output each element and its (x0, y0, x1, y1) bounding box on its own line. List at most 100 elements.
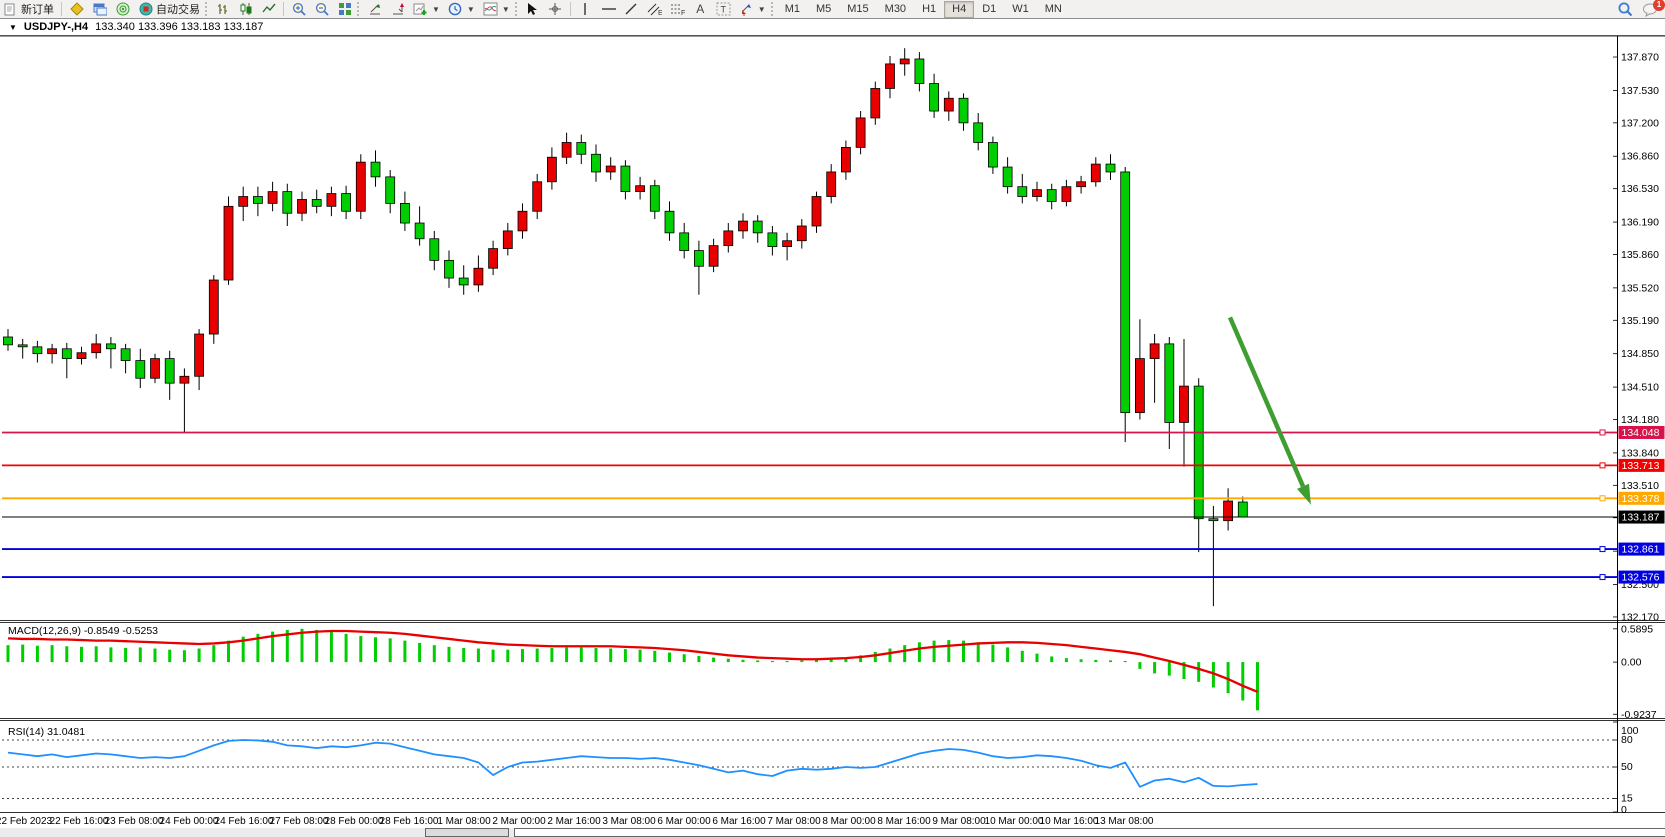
chart-shift-button[interactable] (363, 1, 386, 18)
zoom-in-icon (291, 2, 306, 17)
candle-body (1164, 343, 1175, 423)
candle-body (282, 191, 293, 214)
signals-button[interactable] (111, 1, 134, 18)
candle-body (414, 222, 425, 240)
tile-windows-button[interactable] (333, 1, 356, 18)
line-anchor-handle[interactable] (1599, 462, 1606, 469)
line-anchor-handle[interactable] (1599, 574, 1606, 581)
macd-bar (932, 640, 936, 663)
timeframe-D1[interactable]: D1 (982, 3, 997, 15)
line-anchor-handle[interactable] (1599, 546, 1606, 553)
macd-bar (1020, 650, 1024, 663)
line-chart-button[interactable] (257, 1, 280, 18)
text-label-button[interactable]: T (712, 1, 735, 18)
candle-body (605, 165, 616, 173)
autotrading-button[interactable]: 自动交易 (134, 1, 204, 18)
time-tick-label: 8 Mar 00:00 (822, 816, 876, 827)
macd-bar (506, 649, 510, 663)
text-icon: A (696, 2, 705, 16)
candle-body (76, 352, 87, 359)
quote-collapse-icon[interactable]: ▼ (9, 22, 17, 32)
macd-bar (991, 644, 995, 663)
periods-dropdown[interactable]: ▼ (444, 1, 479, 18)
charts-window-button[interactable] (88, 1, 111, 18)
time-tick-label: 6 Mar 00:00 (657, 816, 711, 827)
price-tick-label: 135.190 (1621, 315, 1659, 327)
zoom-in-button[interactable] (287, 1, 310, 18)
candle-body (370, 161, 381, 178)
candle-body (32, 346, 43, 355)
new-chart-dropdown[interactable]: ▼ (409, 1, 444, 18)
zoom-out-button[interactable] (310, 1, 333, 18)
candle-body (679, 232, 690, 251)
indicators-dropdown[interactable]: ▼ (479, 1, 514, 18)
macd-label: MACD(12,26,9) -0.8549 -0.5253 (8, 625, 158, 637)
timeframe-M30[interactable]: M30 (884, 3, 907, 15)
candle-body (635, 185, 645, 193)
timeframe-MN[interactable]: MN (1044, 3, 1062, 15)
macd-bar (315, 629, 319, 663)
timeframe-H4[interactable]: H4 (944, 0, 975, 18)
candle-body (1105, 163, 1116, 173)
chart-autoscroll-button[interactable] (386, 1, 409, 18)
price-tick-label: 136.530 (1621, 183, 1659, 195)
timeframe-M1[interactable]: M1 (784, 3, 800, 15)
trendline-button[interactable] (620, 1, 643, 18)
candle-body (502, 230, 513, 249)
text-button[interactable]: A (689, 1, 712, 18)
timeframe-H1[interactable]: H1 (922, 3, 937, 15)
macd-bar (550, 647, 554, 663)
candles-layer (3, 48, 1248, 607)
chart-autoscroll-icon (390, 2, 405, 17)
candle-body (532, 181, 543, 212)
dock-handle[interactable] (425, 828, 509, 837)
trend-arrow-annotation[interactable] (1227, 316, 1311, 505)
metaeditor-button[interactable] (65, 1, 88, 18)
fibonacci-button[interactable]: F (666, 1, 689, 18)
chat-button[interactable]: 1 (1642, 0, 1665, 17)
toolbar-separator (61, 2, 62, 16)
macd-bar (418, 642, 422, 663)
timeframe-W1[interactable]: W1 (1012, 3, 1029, 15)
macd-bar (403, 640, 407, 663)
svg-text:133.378: 133.378 (1622, 493, 1660, 505)
candle-body (429, 238, 440, 261)
new-order-button[interactable]: 新订单 (17, 1, 58, 18)
price-axis: 137.870 137.530 137.200 136.860 136.530 136.1… (1613, 52, 1659, 623)
candle-body (1017, 186, 1028, 197)
search-icon[interactable] (1617, 2, 1632, 17)
equidistant-channel-button[interactable]: E (643, 1, 666, 18)
svg-text:E: E (658, 10, 662, 16)
timeframe-M15[interactable]: M15 (847, 3, 869, 15)
horizontal-line-button[interactable] (597, 1, 620, 18)
line-anchor-handle[interactable] (1599, 429, 1606, 436)
macd-bar (1197, 662, 1201, 682)
timeframe-M5[interactable]: M5 (815, 3, 832, 15)
candlestick-chart-button[interactable] (234, 1, 257, 18)
macd-bar (1256, 662, 1259, 711)
crosshair-button[interactable] (544, 1, 567, 18)
arrows-dropdown[interactable]: ▼ (735, 1, 770, 18)
macd-bar (521, 649, 524, 663)
macd-bar (271, 631, 275, 663)
candle-body (385, 176, 396, 204)
vertical-line-button[interactable] (574, 1, 597, 18)
macd-bar (741, 659, 745, 663)
candle-body (1002, 166, 1013, 188)
candle-body (620, 165, 631, 193)
svg-text:133.713: 133.713 (1622, 460, 1660, 472)
chart-canvas[interactable]: 137.870 137.530 137.200 136.860 136.530 136.1… (0, 36, 1665, 828)
bar-chart-button[interactable] (211, 1, 234, 18)
candle-body (870, 88, 881, 119)
macd-bar (756, 660, 760, 663)
macd-bar (109, 647, 113, 663)
candle-body (958, 97, 969, 124)
cursor-button[interactable] (521, 1, 544, 18)
line-anchor-handle[interactable] (1599, 495, 1606, 502)
dock-panel-edge[interactable] (514, 828, 1665, 837)
candle-body (796, 225, 807, 242)
trendline-icon (624, 2, 639, 17)
macd-bar (1123, 660, 1127, 663)
time-tick-label: 1 Mar 08:00 (437, 816, 491, 827)
